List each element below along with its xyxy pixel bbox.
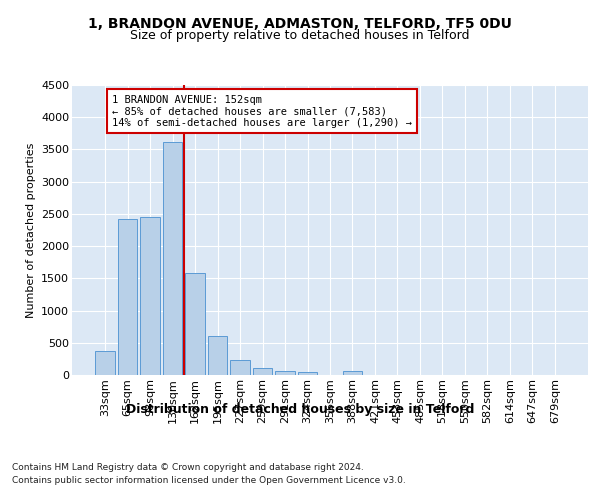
Bar xyxy=(163,142,182,375)
Bar xyxy=(140,217,160,375)
Bar xyxy=(118,219,137,375)
Text: Distribution of detached houses by size in Telford: Distribution of detached houses by size … xyxy=(126,402,474,415)
Text: 1, BRANDON AVENUE, ADMASTON, TELFORD, TF5 0DU: 1, BRANDON AVENUE, ADMASTON, TELFORD, TF… xyxy=(88,18,512,32)
Bar xyxy=(185,273,205,375)
Bar xyxy=(298,372,317,375)
Bar xyxy=(253,368,272,375)
Text: Contains HM Land Registry data © Crown copyright and database right 2024.: Contains HM Land Registry data © Crown c… xyxy=(12,462,364,471)
Text: Size of property relative to detached houses in Telford: Size of property relative to detached ho… xyxy=(130,29,470,42)
Bar xyxy=(95,350,115,375)
Bar xyxy=(275,371,295,375)
Bar xyxy=(343,371,362,375)
Text: Contains public sector information licensed under the Open Government Licence v3: Contains public sector information licen… xyxy=(12,476,406,485)
Y-axis label: Number of detached properties: Number of detached properties xyxy=(26,142,35,318)
Text: 1 BRANDON AVENUE: 152sqm
← 85% of detached houses are smaller (7,583)
14% of sem: 1 BRANDON AVENUE: 152sqm ← 85% of detach… xyxy=(112,94,412,128)
Bar xyxy=(208,336,227,375)
Bar xyxy=(230,360,250,375)
